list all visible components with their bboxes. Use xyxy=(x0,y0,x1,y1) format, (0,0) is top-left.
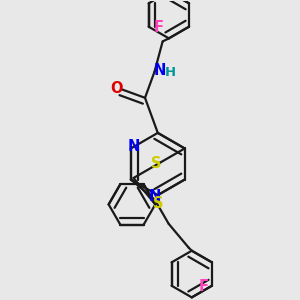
Text: N: N xyxy=(127,139,140,154)
Text: N: N xyxy=(149,190,161,205)
Text: H: H xyxy=(165,66,176,79)
Text: F: F xyxy=(154,20,164,35)
Text: O: O xyxy=(110,81,122,96)
Text: N: N xyxy=(154,63,167,78)
Text: S: S xyxy=(152,196,163,211)
Text: F: F xyxy=(198,279,208,294)
Text: S: S xyxy=(151,156,161,171)
